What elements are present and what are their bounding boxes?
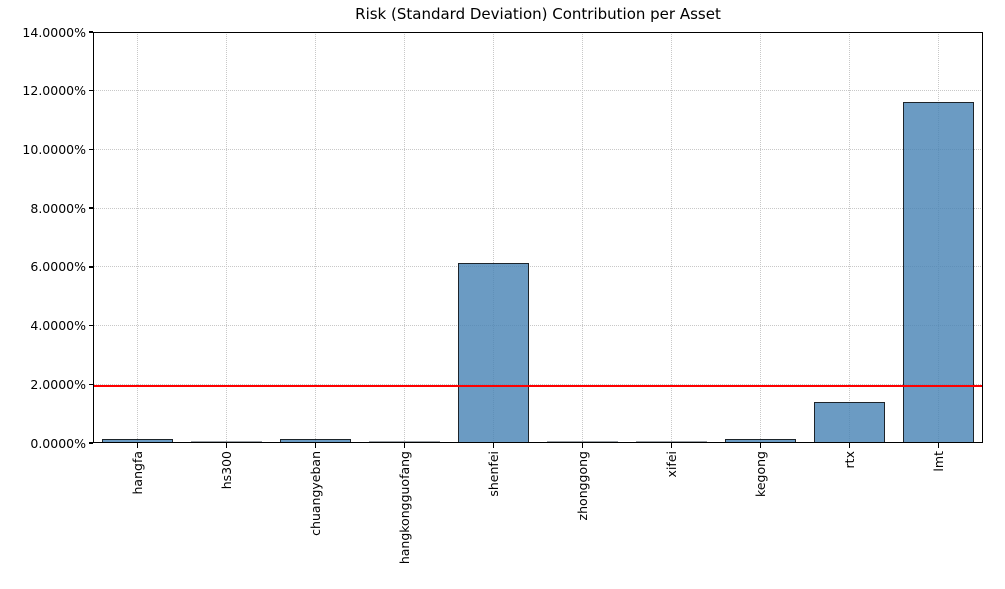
bar-chuangyeban <box>280 439 351 443</box>
x-gridline <box>759 32 761 443</box>
bar-zhonggong <box>547 441 618 443</box>
x-tick-mark <box>314 443 317 448</box>
x-tick-mark <box>759 443 762 448</box>
y-tick-label: 6.0000% <box>30 259 86 275</box>
y-tick-mark <box>88 266 93 268</box>
y-tick-mark <box>88 383 93 385</box>
x-tick-mark <box>670 443 673 448</box>
x-tick-label: rtx <box>841 451 857 469</box>
bar-shenfei <box>458 263 529 443</box>
bar-lmt <box>903 102 974 443</box>
bar-kegong <box>725 438 796 443</box>
x-tick-label: zhonggong <box>574 451 590 521</box>
y-tick-label: 2.0000% <box>30 376 86 392</box>
bar-hangfa <box>102 439 173 443</box>
plot-area <box>93 32 983 443</box>
bar-hs300 <box>191 441 262 443</box>
y-gridline <box>93 207 983 209</box>
y-tick-label: 0.0000% <box>30 435 86 451</box>
x-tick-label: kegong <box>752 451 768 497</box>
x-tick-label: hangfa <box>129 451 145 495</box>
x-gridline <box>136 32 138 443</box>
x-gridline <box>848 32 850 443</box>
x-tick-label: hs300 <box>218 451 234 490</box>
y-tick-label: 14.0000% <box>22 24 86 40</box>
x-tick-label: hangkongguofang <box>396 451 412 565</box>
x-gridline <box>314 32 316 443</box>
x-tick-mark <box>225 443 228 448</box>
y-gridline <box>93 383 983 385</box>
y-tick-label: 10.0000% <box>22 141 86 157</box>
y-tick-mark <box>88 90 93 92</box>
x-tick-mark <box>581 443 584 448</box>
y-tick-label: 8.0000% <box>30 200 86 216</box>
x-tick-label: lmt <box>930 451 946 472</box>
reference-line <box>93 384 983 387</box>
bar-rtx <box>814 401 885 443</box>
y-gridline <box>93 266 983 268</box>
x-tick-label: shenfei <box>485 451 501 497</box>
x-tick-mark <box>136 443 139 448</box>
x-gridline <box>581 32 583 443</box>
y-gridline <box>93 148 983 150</box>
y-tick-label: 4.0000% <box>30 318 86 334</box>
chart-title: Risk (Standard Deviation) Contribution p… <box>355 5 721 23</box>
y-tick-mark <box>88 207 93 209</box>
y-gridline <box>93 324 983 326</box>
y-tick-mark <box>88 324 93 327</box>
x-gridline <box>403 32 405 443</box>
x-tick-label: chuangyeban <box>307 451 323 536</box>
x-tick-label: xifei <box>663 451 679 478</box>
x-tick-mark <box>403 443 406 448</box>
x-tick-mark <box>937 443 940 448</box>
bar-xifei <box>636 441 707 443</box>
x-gridline <box>492 32 494 443</box>
x-tick-mark <box>848 443 851 448</box>
x-gridline <box>225 32 227 443</box>
y-tick-mark <box>88 148 93 151</box>
y-tick-mark <box>88 442 93 444</box>
y-gridline <box>93 90 983 92</box>
bar-hangkongguofang <box>369 441 440 443</box>
x-gridline <box>670 32 672 443</box>
x-tick-mark <box>492 443 495 448</box>
y-tick-mark <box>88 31 93 33</box>
y-tick-label: 12.0000% <box>22 83 86 99</box>
